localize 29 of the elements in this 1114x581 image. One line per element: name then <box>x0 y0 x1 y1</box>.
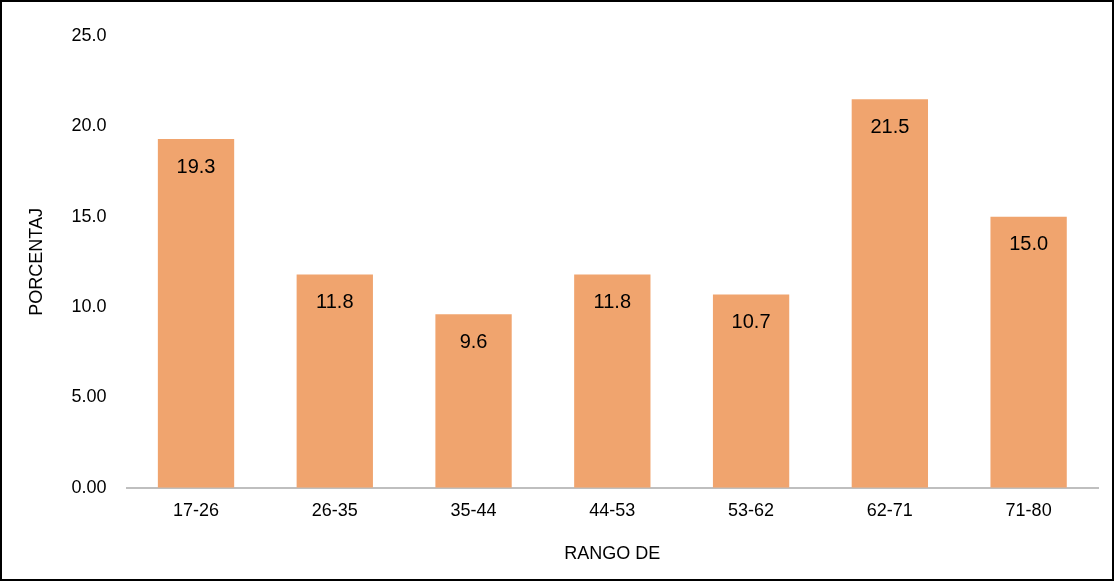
x-tick-label: 17-26 <box>172 499 220 520</box>
y-axis-title: PORCENTAJ <box>25 208 46 316</box>
x-tick-label: 53-62 <box>728 499 775 520</box>
y-tick-label: 5.00 <box>71 386 107 407</box>
data-label: 10.7 <box>731 309 771 332</box>
data-label: 9.6 <box>459 329 488 352</box>
y-tick-label: 20.0 <box>71 115 107 136</box>
bar <box>712 294 790 488</box>
x-tick-label: 35-44 <box>450 499 497 520</box>
data-label: 11.8 <box>593 290 632 313</box>
data-label: 11.8 <box>316 290 354 313</box>
data-label: 19.3 <box>176 154 216 177</box>
x-tick-label: 71-80 <box>1005 499 1052 520</box>
bar <box>851 99 929 488</box>
y-tick-label: 15.0 <box>71 205 107 226</box>
bar <box>990 216 1067 488</box>
y-tick-label: 10.0 <box>71 296 107 317</box>
x-axis-title: RANGO DE <box>564 543 661 564</box>
data-label: 15.0 <box>1009 232 1049 255</box>
x-tick-label: 62-71 <box>866 499 913 520</box>
bar <box>157 139 235 488</box>
y-tick-label: 0.00 <box>71 476 107 497</box>
x-tick-label: 26-35 <box>311 499 358 520</box>
bar <box>574 274 651 488</box>
bar <box>435 314 512 488</box>
y-tick-label: 25.0 <box>71 24 107 45</box>
data-label: 21.5 <box>870 114 910 137</box>
x-tick-label: 44-53 <box>589 499 636 520</box>
bar <box>296 274 373 488</box>
